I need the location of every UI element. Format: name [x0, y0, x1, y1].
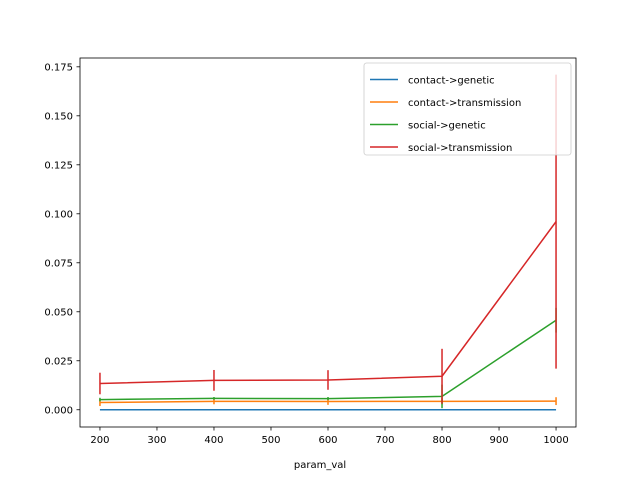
- legend: contact->genetic contact->transmission soc…: [363, 62, 572, 156]
- axes-frame: [79, 57, 577, 428]
- legend-entry: social->genetic: [408, 121, 486, 132]
- y-tick-label: 0.175: [44, 62, 73, 73]
- y-tick-label: 0.075: [44, 258, 73, 269]
- y-tick-label: 0.050: [44, 307, 73, 318]
- x-tick-label: 200: [90, 435, 109, 446]
- plot-area: [99, 74, 557, 411]
- y-tick-label: 0.150: [44, 111, 73, 122]
- y-tick-label: 0.100: [44, 209, 73, 220]
- legend-entry: social->transmission: [408, 143, 512, 154]
- legend-entry: contact->genetic: [408, 76, 495, 87]
- series-line: [99, 221, 557, 385]
- x-tick-label: 500: [261, 435, 280, 446]
- y-tick-label: 0.000: [44, 405, 73, 416]
- x-tick-label: 1000: [543, 435, 568, 446]
- x-tick-label: 600: [318, 435, 337, 446]
- y-tick-label: 0.025: [44, 356, 73, 367]
- x-tick-label: 300: [147, 435, 166, 446]
- x-axis: 200 300 400 500 600 700 800 900 1000: [90, 427, 569, 446]
- series-line: [99, 319, 557, 401]
- x-tick-label: 700: [375, 435, 394, 446]
- x-tick-label: 800: [432, 435, 451, 446]
- x-axis-label: param_val: [294, 460, 346, 471]
- x-tick-label: 400: [204, 435, 223, 446]
- series-line: [99, 400, 557, 404]
- legend-entry: contact->transmission: [408, 98, 521, 109]
- y-tick-label: 0.125: [44, 160, 73, 171]
- x-tick-label: 900: [489, 435, 508, 446]
- legend-box: [363, 62, 572, 156]
- series-1: [99, 397, 557, 407]
- y-axis: 0.000 0.025 0.050 0.075 0.100 0.125 0.150 0.175: [44, 62, 80, 416]
